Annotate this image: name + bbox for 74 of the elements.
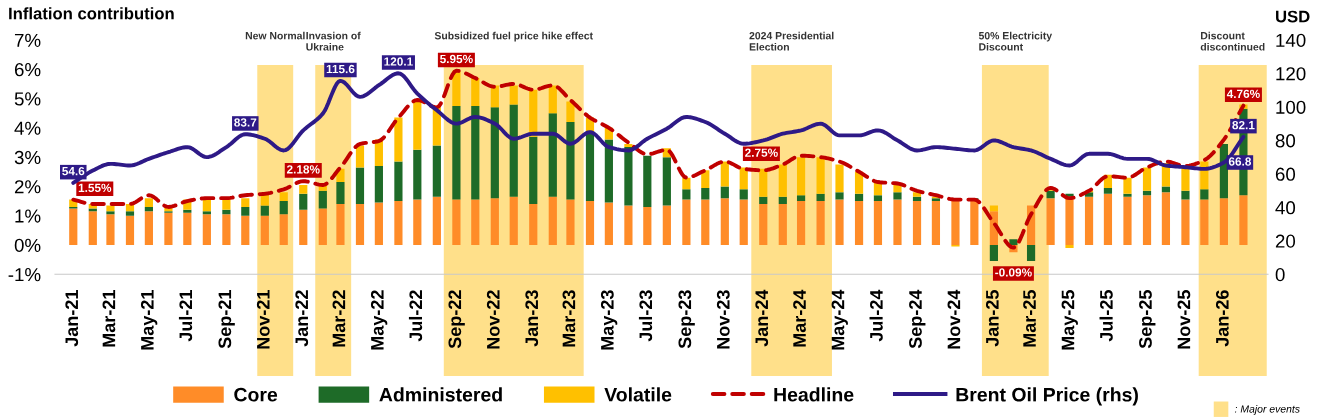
data-label: 83.7 <box>234 118 257 127</box>
x-tick-label: Nov-22 <box>486 290 500 349</box>
x-tick-label: Jul-25 <box>1099 290 1113 342</box>
y2-tick-label: 80 <box>1275 134 1296 148</box>
x-tick-label: Jan-23 <box>525 290 539 347</box>
y-tick-label: 5% <box>14 92 41 106</box>
data-label: -0.09% <box>995 268 1032 277</box>
x-tick-label: Jul-24 <box>869 289 883 342</box>
data-label: 4.76% <box>1226 89 1260 98</box>
y2-tick-label: 20 <box>1275 234 1296 248</box>
x-tick-label: May-25 <box>1061 290 1078 350</box>
x-tick-label: Nov-25 <box>1177 290 1191 349</box>
y-tick-label: 1% <box>15 209 41 223</box>
y2-tick-label: 120 <box>1276 67 1306 81</box>
x-tick-label: Nov-23 <box>716 290 730 349</box>
x-tick-label: Sep-23 <box>678 290 695 349</box>
data-label: 66.8 <box>1228 157 1252 166</box>
y2-tick-label: 100 <box>1276 100 1306 114</box>
y-tick-label: 3% <box>14 150 41 165</box>
x-tick-label: Jan-24 <box>755 289 769 347</box>
x-tick-label: Sep-21 <box>218 290 235 349</box>
x-tick-label: Nov-24 <box>947 289 961 349</box>
x-tick-label: Mar-23 <box>562 290 576 347</box>
x-tick-label: Jan-21 <box>65 290 79 347</box>
y2-tick-label: 60 <box>1275 167 1296 181</box>
data-label: 2.18% <box>286 165 320 174</box>
legend-label: Headline <box>774 387 854 402</box>
legend-label: Administered <box>379 387 502 402</box>
x-tick-label: Jul-22 <box>408 290 423 342</box>
data-label: 5.95% <box>440 54 473 64</box>
legend-label: Brent Oil Price (rhs) <box>956 387 1138 406</box>
x-tick-label: Jul-23 <box>638 290 653 342</box>
band-label: Subsidized fuel price hike effect <box>434 31 593 42</box>
data-label: 120.1 <box>384 57 413 66</box>
x-tick-label: Sep-25 <box>1139 290 1156 349</box>
y2-tick-label: 0 <box>1275 268 1285 282</box>
band-label: 50% Electricity Discount <box>978 31 1053 51</box>
data-label: 82.1 <box>1232 120 1255 130</box>
band-label: 2024 Presidential Election <box>749 31 834 51</box>
x-tick-label: Mar-22 <box>332 290 346 347</box>
x-tick-label: Jan-25 <box>985 290 999 347</box>
data-label: 2.75% <box>745 148 778 157</box>
legend-label: Core <box>234 387 278 402</box>
data-label: 54.6 <box>62 166 85 176</box>
band-label: New Normal <box>245 31 305 40</box>
y-tick-label: 2% <box>14 180 41 194</box>
x-tick-label: Sep-24 <box>909 289 926 349</box>
y-tick-label: 4% <box>14 121 41 135</box>
legend-label: Volatile <box>604 387 672 402</box>
x-tick-label: May-21 <box>140 290 158 350</box>
data-label: 115.6 <box>326 64 355 74</box>
x-tick-label: Nov-21 <box>256 290 270 349</box>
y-axis-title: Inflation contribution <box>9 7 174 20</box>
x-tick-label: Sep-22 <box>448 290 465 349</box>
y-tick-label: -1% <box>8 268 41 282</box>
x-tick-label: Mar-25 <box>1023 290 1036 347</box>
x-tick-label: Jan-22 <box>295 290 309 347</box>
data-label: 1.55% <box>78 183 112 193</box>
x-tick-label: Mar-21 <box>102 290 116 347</box>
x-tick-label: May-24 <box>831 289 848 350</box>
band-label: Invasion of Ukraine <box>306 31 361 51</box>
y-tick-label: 7% <box>14 33 41 47</box>
x-tick-label: Mar-24 <box>793 289 806 347</box>
y-tick-label: 0% <box>14 238 41 252</box>
x-tick-label: May-23 <box>600 290 618 350</box>
band-label: Discount discontinued <box>1200 31 1265 51</box>
y-tick-label: 6% <box>14 62 41 77</box>
x-tick-label: Jan-26 <box>1215 290 1229 347</box>
y2-tick-label: 140 <box>1276 33 1306 47</box>
x-tick-label: May-22 <box>370 290 388 350</box>
text: : Major events <box>1234 405 1300 415</box>
y2-tick-label: 40 <box>1275 201 1296 215</box>
x-tick-label: Jul-21 <box>178 290 193 342</box>
y2-axis-title: USD <box>1276 10 1310 23</box>
